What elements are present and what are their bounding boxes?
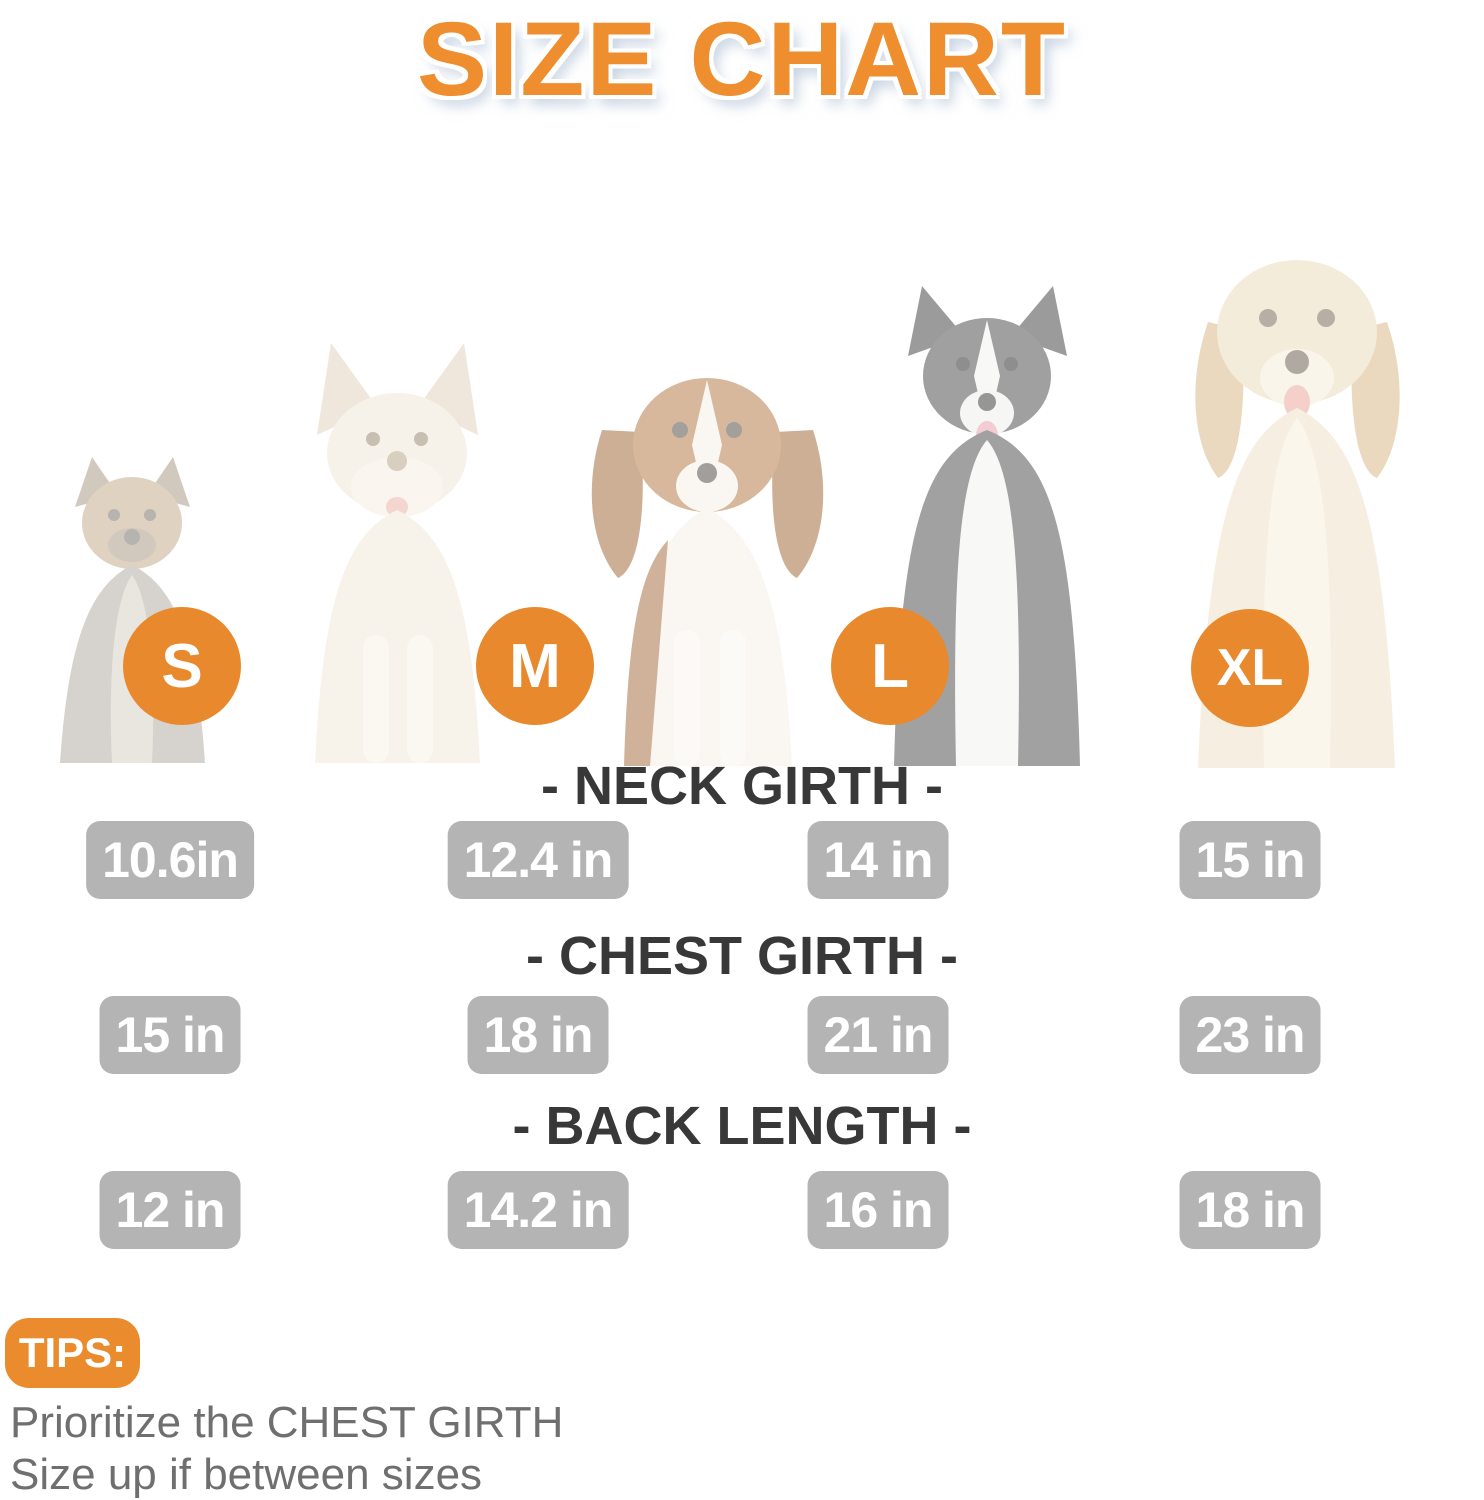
neck-girth-value-m: 12.4 in: [447, 821, 629, 899]
tips-badge: TIPS:: [5, 1318, 140, 1388]
tip-line-1: Prioritize the CHEST GIRTH: [10, 1398, 564, 1447]
back-length-value-m: 14.2 in: [447, 1171, 629, 1249]
size-badge-s: S: [123, 607, 241, 725]
size-badge-l: L: [831, 607, 949, 725]
back-length-value-xl: 18 in: [1179, 1171, 1321, 1249]
chest-girth-value-m: 18 in: [467, 996, 609, 1074]
chest-girth-value-xl: 23 in: [1179, 996, 1321, 1074]
back-length-value-s: 12 in: [99, 1171, 241, 1249]
neck-girth-heading: - NECK GIRTH -: [541, 756, 943, 816]
chest-girth-value-l: 21 in: [807, 996, 949, 1074]
dog-french-bulldog-icon: [315, 343, 480, 763]
chest-girth-value-s: 15 in: [99, 996, 241, 1074]
neck-girth-value-l: 14 in: [807, 821, 949, 899]
tip-line-2: Size up if between sizes: [10, 1450, 483, 1499]
chest-girth-heading: - CHEST GIRTH -: [526, 926, 958, 986]
dog-beagle-icon: [591, 378, 824, 766]
size-badge-m: M: [476, 607, 594, 725]
page-title: SIZE CHART: [417, 1, 1067, 118]
size-badge-xl: XL: [1191, 609, 1309, 727]
neck-girth-value-xl: 15 in: [1179, 821, 1321, 899]
neck-girth-value-s: 10.6in: [86, 821, 254, 899]
back-length-value-l: 16 in: [807, 1171, 949, 1249]
back-length-heading: - BACK LENGTH -: [512, 1096, 972, 1156]
